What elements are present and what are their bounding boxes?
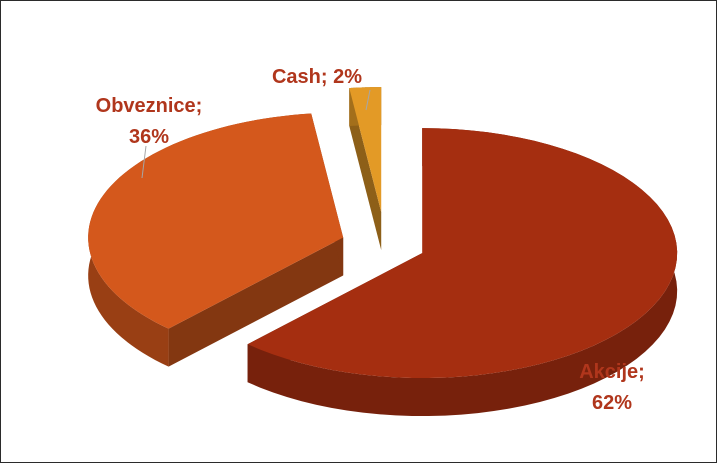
data-label-akcije: Akcije; 62%: [579, 361, 645, 414]
slice-wall: [168, 237, 344, 367]
slice-top: [349, 87, 382, 213]
data-labels: Akcije; 62% Obveznice; 36% Cash; 2%: [96, 66, 645, 414]
data-label-obveznice: Obveznice; 36%: [96, 95, 203, 148]
slice-top: [88, 113, 344, 329]
slice-rim: [247, 128, 678, 417]
leader-lines: [141, 89, 371, 179]
slice-top: [247, 128, 678, 379]
slice-wall: [349, 88, 382, 251]
slice-obveznice: [88, 113, 344, 367]
data-label-cash: Cash; 2%: [272, 66, 362, 88]
leader-line-obveznice: [141, 145, 147, 179]
pie-slices: [88, 87, 678, 417]
leader-line-cash: [365, 89, 371, 111]
slice-cash: [349, 87, 382, 251]
slice-akcije: [247, 128, 678, 417]
